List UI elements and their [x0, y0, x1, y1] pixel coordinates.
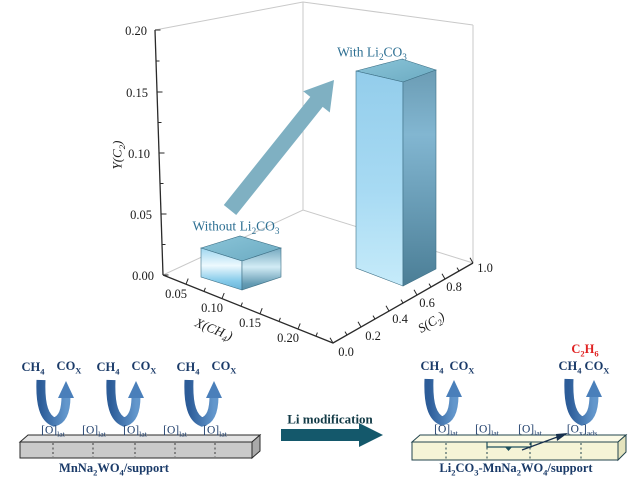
cox-label: COX [449, 358, 475, 376]
u-arrows-left [41, 380, 222, 422]
li-modification-arrow [281, 423, 383, 447]
conversion-arrow-icon [189, 380, 222, 422]
o-lat-label: [O]lat [475, 423, 499, 438]
s-axis-tick: 0.6 [419, 295, 435, 310]
s-axis-tick: 0.8 [446, 279, 462, 294]
adsorbed-oxygen-arrow [521, 433, 568, 451]
x-axis-tick: 0.05 [165, 286, 187, 301]
o-lat-label: [O]lat [123, 424, 147, 439]
x-axis-tick: 0.15 [239, 315, 261, 330]
o-lat-label: [O]lat [434, 423, 458, 438]
support-slab-left [18, 433, 262, 460]
s-axis-tick: 0.2 [365, 328, 381, 343]
z-axis-tick: 0.05 [130, 207, 152, 222]
li-modification-label: Li modification [287, 411, 373, 427]
cox-label: COX [131, 358, 157, 376]
li2co3-melt-notch [486, 442, 532, 451]
s-axis-tick: 1.0 [477, 260, 493, 275]
o-lat-label: [O]lat [203, 424, 227, 439]
cox-label: COX [584, 358, 610, 376]
cox-label: COX [211, 358, 237, 376]
z-axis-ticks [155, 29, 169, 276]
support-slab-right [410, 433, 628, 462]
bar-without-li2co3 [199, 235, 283, 291]
conversion-arrow-icon [41, 380, 74, 422]
o-lat-label: [O]lat [41, 424, 65, 439]
ox-ads-label: [Ox]ads [566, 423, 598, 438]
o-lat-label: [O]lat [518, 423, 542, 438]
c2h6-label: C2H6 [571, 341, 599, 359]
z-axis-tick: 0.10 [128, 146, 150, 161]
support-label-left: MnNa2WO4/support [59, 460, 169, 478]
bar-with-li2co3 [355, 58, 437, 287]
s-axis-ticks [329, 257, 474, 344]
x-axis-ticks [185, 278, 318, 337]
ch4-label: CH4 [176, 359, 200, 377]
o-lat-label: [O]lat [82, 424, 106, 439]
o-lat-label: [O]lat [163, 424, 187, 439]
improvement-arrow [223, 80, 334, 215]
x-axis-tick: 0.20 [277, 330, 299, 345]
support-label-right: Li2CO3-MnNa2WO4/support [439, 460, 593, 478]
bar-label-with: With Li2CO3 [337, 44, 407, 62]
x-axis-tick: 0.10 [201, 300, 223, 315]
bar-label-without: Without Li2CO3 [192, 218, 280, 236]
cox-label: COX [56, 358, 82, 376]
ch4-label: CH4 [420, 358, 444, 376]
z-axis-tick: 0.20 [125, 23, 147, 38]
ch4-label: CH4 [558, 358, 582, 376]
s-axis-tick: 0.0 [338, 344, 354, 359]
z-axis-tick: 0.00 [132, 268, 154, 283]
s-axis-tick: 0.4 [392, 311, 408, 326]
conversion-arrow-icon [429, 379, 462, 421]
u-arrows-right [429, 379, 602, 421]
ch4-label: CH4 [96, 359, 120, 377]
z-axis-label: Y(C2) [109, 140, 128, 170]
conversion-arrow-icon [111, 380, 144, 422]
conversion-arrow-icon [569, 379, 602, 421]
ch4-label: CH4 [21, 359, 45, 377]
z-axis-tick: 0.15 [126, 85, 148, 100]
chart-frame [154, 1, 474, 276]
